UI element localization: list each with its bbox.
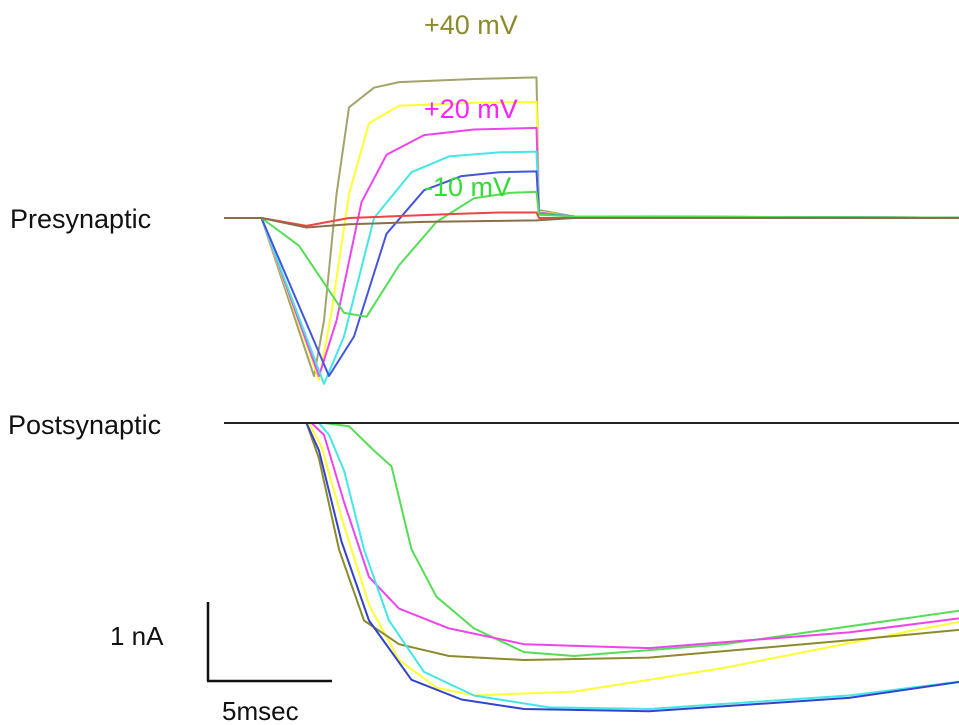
presynaptic-trace-5 <box>224 170 959 377</box>
postsynaptic-trace-6 <box>224 422 959 713</box>
annotation-minus10mv: -10 mV <box>424 172 511 202</box>
scale-bar: 1 nA 5msec <box>110 602 332 725</box>
presynaptic-trace-8 <box>224 217 959 229</box>
postsynaptic-trace-5 <box>224 422 959 710</box>
presynaptic-trace-4 <box>224 150 959 385</box>
postsynaptic-trace-4 <box>224 422 959 661</box>
postsynaptic-trace-3 <box>224 422 959 697</box>
scale-bar-y-label: 1 nA <box>110 621 164 651</box>
scale-bar-x-label: 5msec <box>222 696 299 725</box>
annotation-plus40mv: +40 mV <box>424 10 518 40</box>
postsynaptic-label: Postsynaptic <box>8 410 161 440</box>
presynaptic-trace-3 <box>224 126 959 377</box>
annotation-plus20mv: +20 mV <box>424 94 518 124</box>
postsynaptic-trace-1 <box>224 422 959 657</box>
presynaptic-traces <box>224 76 959 385</box>
presynaptic-trace-1 <box>224 76 959 377</box>
presynaptic-trace-2 <box>224 100 959 381</box>
presynaptic-label: Presynaptic <box>10 204 151 234</box>
postsynaptic-traces <box>224 422 959 713</box>
postsynaptic-trace-2 <box>224 422 959 650</box>
